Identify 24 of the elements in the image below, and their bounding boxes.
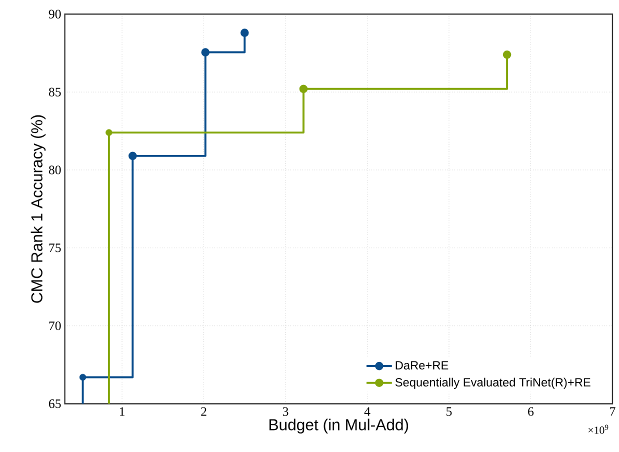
x-tick-label: 7 (610, 407, 616, 416)
x-tick-label: 6 (528, 407, 534, 416)
legend-label: DaRe+RE (396, 361, 448, 370)
point (79, 374, 86, 381)
legend-label: Sequentially Evaluated TriNet(R)+RE (395, 378, 590, 390)
y-tick-label: 85 (48, 88, 61, 97)
x-axis-title: Budget (in Mul-Add) (270, 418, 408, 434)
y-tick-label: 75 (49, 244, 61, 252)
y-tick-label: 70 (49, 322, 61, 330)
y-tick-label: 65 (48, 400, 61, 408)
x-tick-label: 4 (364, 407, 370, 416)
y-tick-label: 90 (48, 10, 61, 19)
text: ×10$^{9}$ (588, 424, 608, 434)
point (299, 84, 308, 94)
x-tick-label: 3 (282, 407, 288, 416)
point (240, 28, 249, 38)
point (502, 50, 512, 59)
y-axis-title: CMC Rank 1 Accuracy (%) (30, 115, 46, 303)
y-tick-label: 80 (48, 166, 61, 174)
x-tick-label: 1 (120, 407, 124, 416)
point (201, 48, 210, 57)
point (128, 152, 137, 160)
x-tick-label: 2 (201, 407, 206, 416)
x-tick-label: 5 (446, 407, 452, 416)
